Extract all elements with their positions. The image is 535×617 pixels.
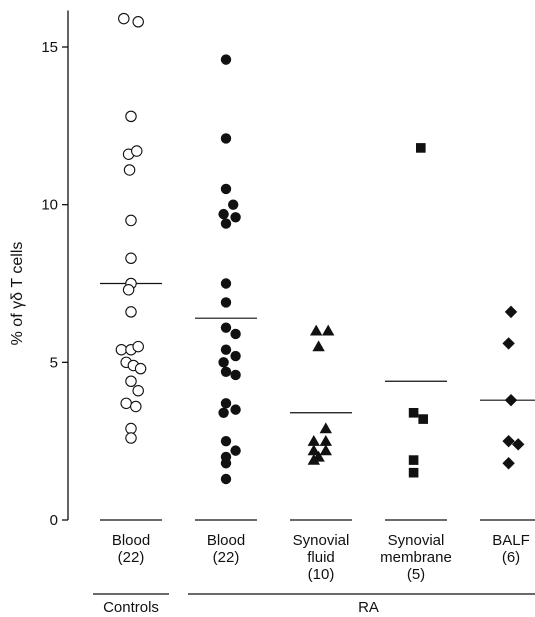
y-tick-label: 0 [50,512,58,529]
diamond-point [502,337,515,350]
category-label: Blood [112,532,150,549]
group-label: Controls [103,599,159,616]
open-circle-point [125,110,137,123]
category-label: fluid [307,549,335,566]
category-label: (22) [213,549,240,566]
open-circle-point [125,252,137,265]
triangle-point [319,434,332,446]
filled-circle-point [220,366,232,377]
filled-circle-point [220,183,232,195]
category-label: membrane [380,549,452,566]
diamond-point [512,438,525,451]
filled-circle-point [218,407,229,418]
filled-circle-point [218,208,229,220]
filled-circle-point [220,435,232,447]
category-label: Synovial [293,532,350,549]
open-circle-point [131,145,143,157]
y-tick-label: 10 [41,197,58,214]
diamond-point [504,393,518,407]
triangle-point [312,340,325,352]
filled-circle-point [230,328,241,340]
open-circle-point [134,362,147,375]
open-circle-point [120,397,132,410]
filled-circle-point [220,344,232,355]
open-circle-point [125,422,137,435]
triangle-point [319,444,332,456]
square-point [408,407,419,418]
filled-circle-point [220,218,232,229]
y-tick-label: 15 [41,39,58,56]
square-point [408,467,419,478]
triangle-point [307,453,320,465]
filled-circle-point [220,473,232,485]
category-label: (6) [502,549,520,566]
open-circle-point [125,306,137,318]
filled-circle-point [220,398,232,409]
filled-circle-point [230,212,241,223]
open-circle-point [132,16,144,28]
y-tick-label: 5 [50,354,58,371]
filled-circle-point [220,322,232,333]
triangle-point [322,324,335,336]
open-circle-point [130,400,142,413]
category-label: Blood [207,532,245,549]
category-label: (5) [407,566,425,583]
diamond-point [504,305,518,319]
triangle-point [307,434,320,446]
filled-circle-point [230,404,241,415]
filled-circle-point [228,199,239,210]
open-circle-point [118,12,130,25]
open-circle-point [125,375,137,388]
filled-circle-point [230,445,241,456]
open-circle-point [125,214,137,227]
category-label: (10) [308,566,335,583]
open-circle-point [132,384,144,397]
filled-circle-point [230,350,241,362]
triangle-point [319,422,332,434]
square-point [408,455,419,465]
diamond-point [502,434,515,448]
square-point [418,414,428,424]
category-label: Synovial [388,532,445,549]
filled-circle-point [220,278,232,289]
category-label: (22) [118,549,145,566]
filled-circle-point [220,54,232,65]
triangle-point [310,324,323,336]
y-axis-label: % of γδ T cells [9,242,26,346]
triangle-point [307,444,320,456]
filled-circle-point [230,369,241,381]
filled-circle-point [220,297,232,308]
diamond-point [502,457,515,470]
group-label: RA [358,599,379,616]
filled-circle-point [220,133,232,144]
open-circle-point [122,284,135,296]
square-point [416,143,426,153]
open-circle-point [132,340,144,353]
filled-circle-point [220,458,232,469]
open-circle-point [115,343,128,356]
open-circle-point [125,432,137,444]
filled-circle-point [218,357,229,368]
category-label: BALF [492,532,530,549]
open-circle-point [123,164,136,176]
